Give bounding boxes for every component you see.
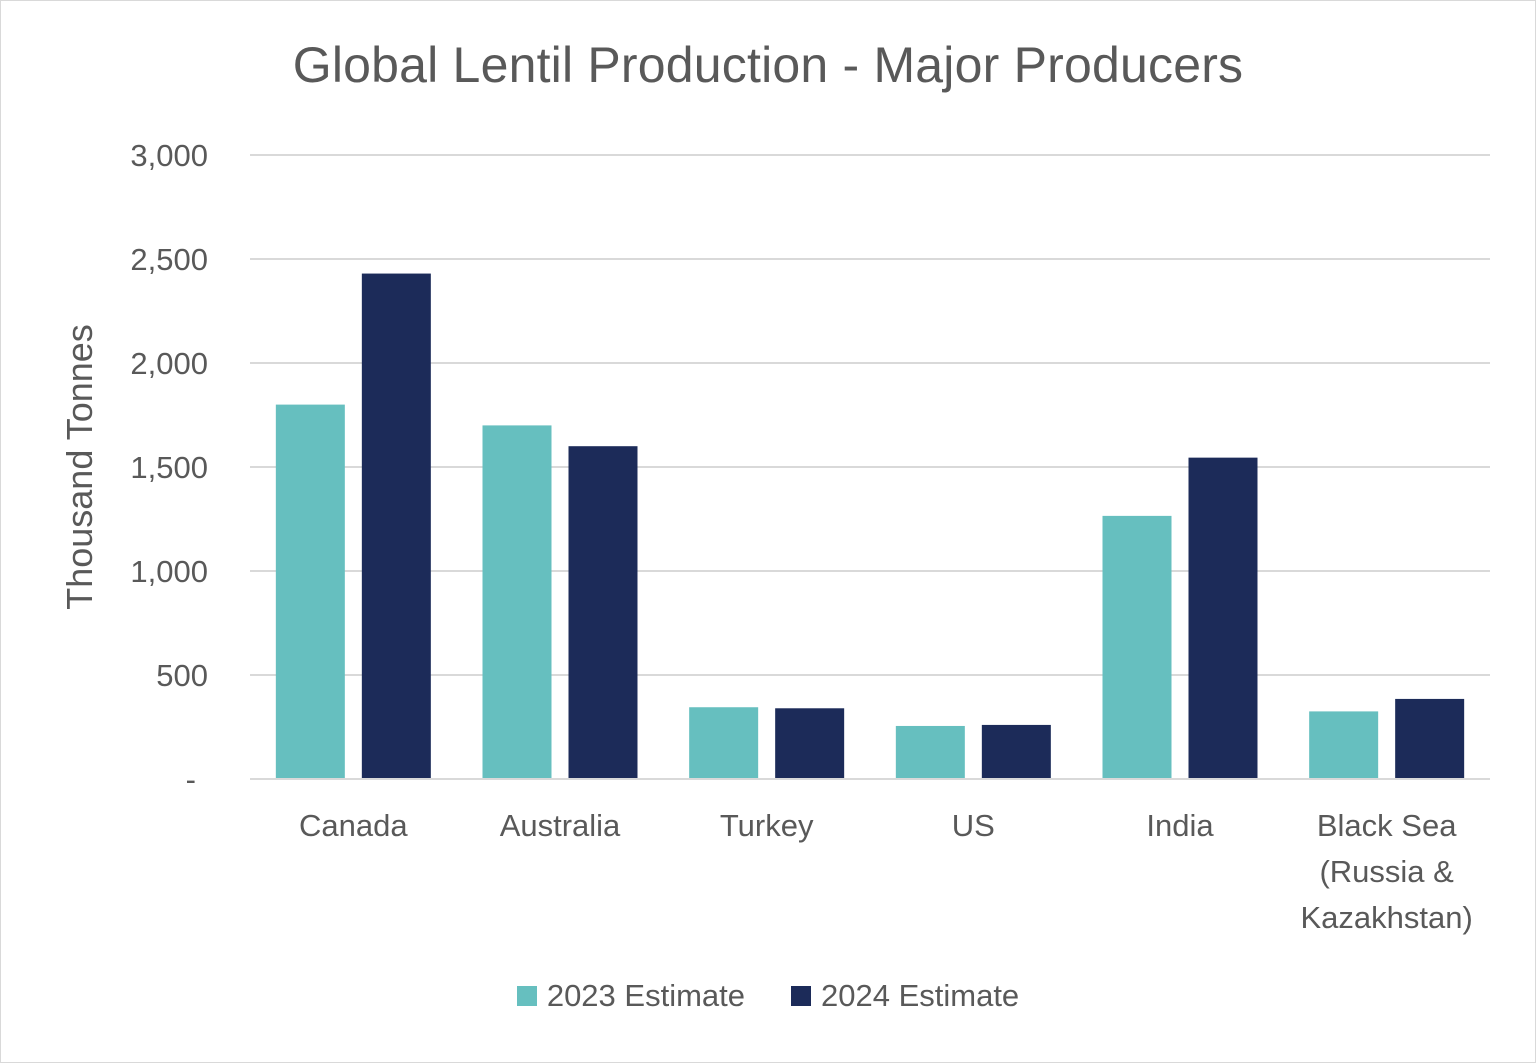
legend-label-2024: 2024 Estimate [821, 978, 1020, 1013]
x-category-label: Turkey [657, 803, 877, 849]
legend-item-2024: 2024 Estimate [791, 978, 1019, 1014]
bar-2023-1 [482, 425, 552, 779]
x-category-label-line: India [1146, 808, 1214, 843]
x-category-label: Australia [450, 803, 670, 849]
bar-2023-0 [275, 404, 345, 779]
bar-2023-3 [895, 725, 965, 779]
bar-2023-2 [689, 707, 759, 779]
x-category-label-line: US [951, 808, 995, 843]
legend-swatch-2023 [516, 986, 537, 1006]
chart-title: Global Lentil Production - Major Produce… [292, 37, 1244, 93]
y-tick-label: 2,500 [130, 242, 208, 277]
x-category-label-line: Canada [299, 808, 408, 843]
legend-swatch-2024 [791, 986, 811, 1006]
bar-2024-2 [775, 708, 845, 779]
x-category-label-line: (Russia & [1319, 854, 1454, 889]
legend: 2023 Estimate 2024 Estimate [0, 978, 1536, 1014]
bar-2024-4 [1188, 457, 1258, 779]
y-tick-labels: - 500 1,000 1,500 2,000 2,500 3,000 [130, 138, 208, 797]
bar-2024-0 [361, 273, 431, 779]
y-tick-label: 500 [156, 658, 208, 693]
gridlines [250, 154, 1490, 676]
x-category-label-line: Turkey [719, 808, 814, 843]
x-category-label: US [863, 803, 1083, 849]
bar-2024-5 [1395, 698, 1465, 779]
y-tick-label: - [186, 762, 196, 797]
bar-2023-5 [1309, 711, 1379, 779]
x-category-label: Canada [243, 803, 463, 849]
y-tick-label: 3,000 [130, 138, 208, 173]
y-tick-label: 1,000 [130, 554, 208, 589]
bar-2024-3 [981, 724, 1051, 779]
x-category-label-line: Kazakhstan) [1300, 900, 1473, 935]
bars [275, 273, 1465, 779]
y-tick-label: 1,500 [130, 450, 208, 485]
legend-item-2023: 2023 Estimate [516, 978, 745, 1014]
x-category-label-line: Australia [499, 808, 621, 843]
bar-2023-4 [1102, 515, 1172, 779]
x-category-label-line: Black Sea [1316, 808, 1457, 843]
x-category-label: Black Sea (Russia & Kazakhstan) [1277, 803, 1497, 941]
bar-2024-1 [568, 446, 638, 779]
legend-label-2023: 2023 Estimate [546, 978, 745, 1013]
y-tick-label: 2,000 [130, 346, 208, 381]
x-category-label: India [1070, 803, 1290, 849]
